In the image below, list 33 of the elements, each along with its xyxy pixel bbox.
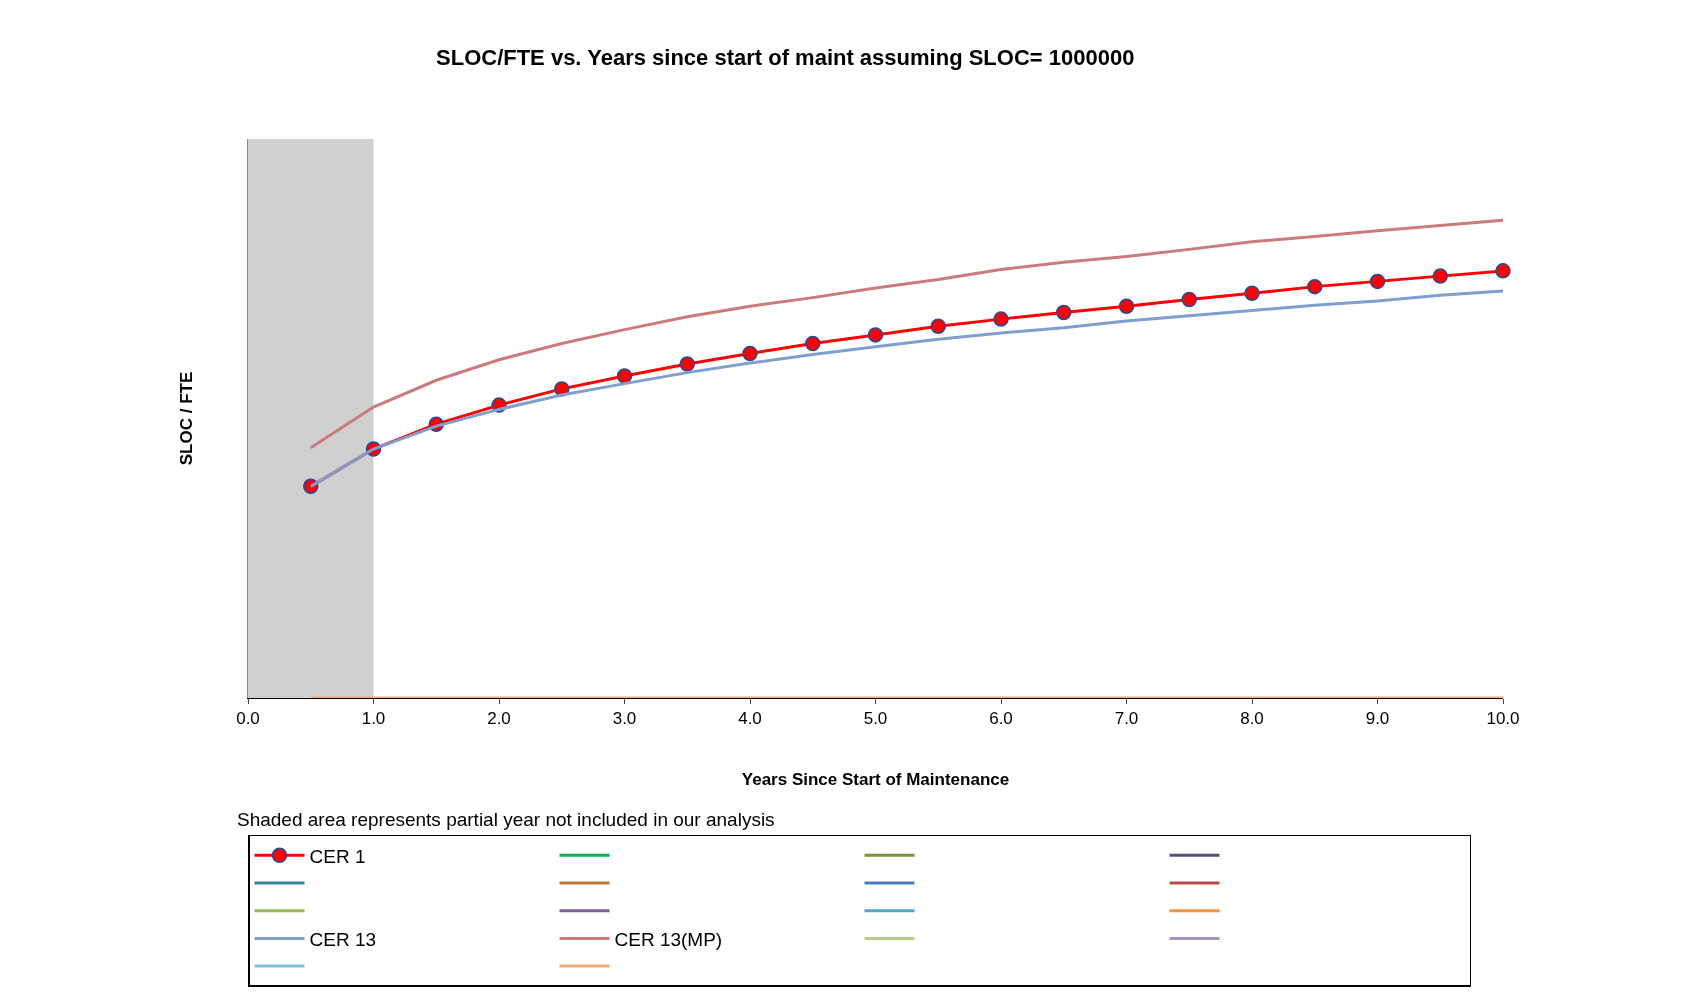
point — [1495, 263, 1511, 279]
x-tick-label: 8.0 — [1240, 709, 1264, 729]
x-axis-title: Years Since Start of Maintenance — [741, 769, 1010, 789]
legend-label: CER 1 — [309, 845, 366, 867]
point — [993, 311, 1009, 327]
point — [867, 327, 884, 343]
legend-label: CER 13(MP) — [614, 928, 723, 950]
x-tick-label: 10.0 — [1486, 709, 1520, 729]
y-axis-title: SLOC / FTE — [176, 371, 196, 466]
point — [742, 345, 758, 362]
x-tick-label: 5.0 — [863, 709, 888, 729]
x-tick-label: 1.0 — [361, 709, 386, 729]
x-tick-label: 7.0 — [1114, 709, 1139, 729]
point — [1432, 268, 1448, 284]
point — [679, 356, 695, 372]
legend-label: CER 13 — [309, 928, 377, 950]
point — [1118, 298, 1135, 314]
point — [616, 368, 633, 384]
point — [1181, 291, 1197, 308]
x-tick-label: 6.0 — [989, 709, 1013, 729]
text: Shaded area represents partial year not included in our analysis — [237, 809, 775, 830]
x-tick-label: 9.0 — [1365, 709, 1390, 729]
x-tick-label: 3.0 — [612, 709, 637, 729]
point — [1369, 273, 1386, 290]
x-tick-label: 0.0 — [236, 709, 260, 729]
point — [805, 335, 821, 352]
x-tick-label: 2.0 — [487, 709, 511, 729]
point — [1244, 285, 1260, 302]
point — [930, 318, 946, 335]
point — [1056, 304, 1072, 321]
x-tick-label: 4.0 — [738, 709, 762, 729]
point — [1307, 278, 1323, 295]
chart-title: SLOC/FTE vs. Years since start of maint assuming SLOC= 1000000 — [436, 45, 1135, 71]
